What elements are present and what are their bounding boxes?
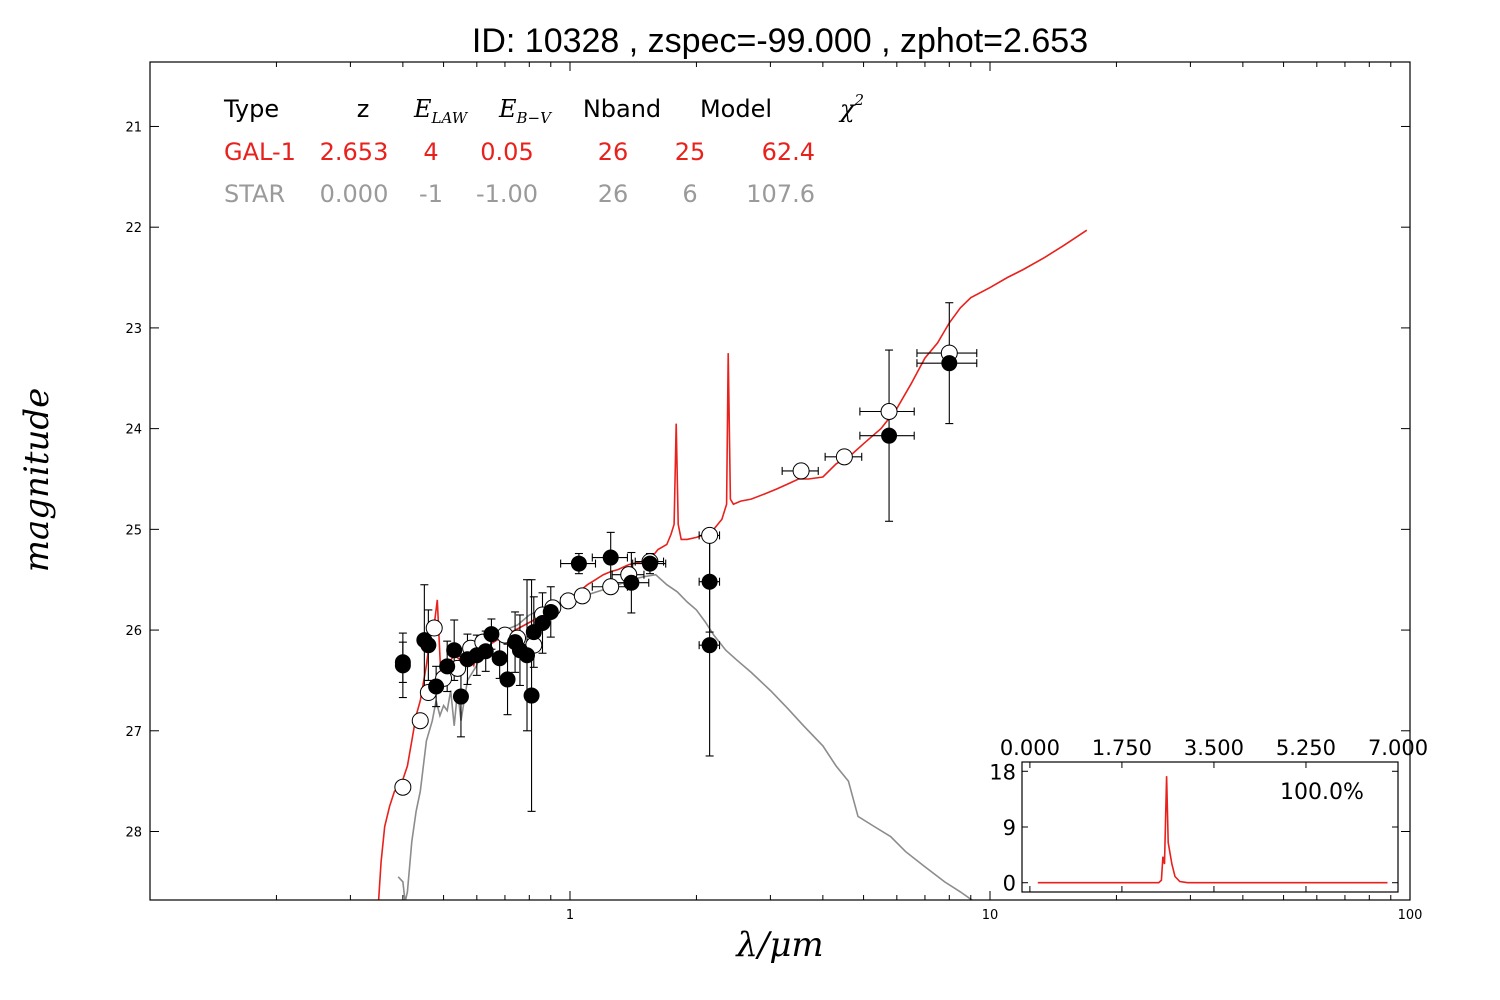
model-point (701, 526, 719, 544)
observed-point (439, 658, 456, 675)
observed-point (483, 626, 500, 643)
table-cell-ebv: 0.05 (480, 138, 533, 166)
table-header-nband: Nband (583, 95, 661, 123)
model-lines (377, 229, 1088, 900)
observed-point (477, 643, 494, 660)
table-cell-elaw: -1 (419, 180, 443, 208)
y-tick-label: 27 (125, 725, 142, 740)
model-point (602, 578, 620, 596)
table-rows: GAL-1 2.653 4 0.05 26 25 62.4 STAR 0.000 -1 -1.00 2… (224, 138, 815, 208)
table-cell-nband: 26 (598, 180, 629, 208)
observed-point (420, 637, 437, 654)
model-point (411, 712, 429, 730)
y-tick-label: 26 (125, 624, 142, 639)
observed-point (881, 427, 898, 444)
observed-point (491, 650, 508, 667)
y-tick-label: 24 (125, 423, 142, 438)
inset-top-tick-label: 5.250 (1276, 736, 1336, 760)
inset-top-tick-label: 0.000 (1000, 736, 1060, 760)
table-cell-model: 25 (675, 138, 706, 166)
observed-point (542, 603, 559, 620)
observed-point (428, 678, 445, 695)
y-tick-label: 28 (125, 826, 142, 841)
table-header-model: Model (700, 95, 772, 123)
error-bars (398, 302, 978, 812)
inset-pdf-path (1037, 776, 1388, 884)
table-cell-z: 2.653 (320, 138, 389, 166)
y-tick-label: 23 (125, 322, 142, 337)
observed-point (519, 647, 536, 664)
inset-ticks: 0.000 1.750 3.500 5.250 7.000 0 9 18 (989, 736, 1428, 896)
model-point (394, 778, 412, 796)
x-axis-label: λ/μm (734, 925, 823, 965)
observed-point (570, 555, 587, 572)
model-point (573, 587, 591, 605)
data-markers (394, 344, 958, 796)
y-axis-label: magnitude (17, 388, 57, 573)
table-cell-z: 0.000 (320, 180, 389, 208)
model-point (792, 462, 810, 480)
y-tick-label: 21 (125, 120, 142, 135)
y-tick-label: 22 (125, 221, 142, 236)
table-header-z: z (357, 95, 370, 123)
inset-top-tick-label: 7.000 (1368, 736, 1428, 760)
observed-point (446, 642, 463, 659)
observed-point (701, 637, 718, 654)
inset-pdf-line (1037, 776, 1388, 884)
table-cell-chi2: 107.6 (746, 180, 815, 208)
observed-point (534, 615, 551, 632)
table-header-type: Type (223, 95, 279, 123)
redshift-pdf-inset: 0.000 1.750 3.500 5.250 7.000 0 9 18 100.0% (989, 736, 1428, 896)
inset-left-tick-label: 18 (989, 760, 1016, 784)
x-tick-label: 10 (982, 908, 999, 923)
model-point (425, 619, 443, 637)
plot-frame (149, 61, 1411, 901)
observed-point (523, 687, 540, 704)
table-cell-type: GAL-1 (224, 138, 296, 166)
observed-point (623, 574, 640, 591)
inset-percent-label: 100.0% (1280, 780, 1364, 805)
series-line-star (397, 573, 974, 900)
observed-point (394, 654, 411, 671)
table-cell-chi2: 62.4 (762, 138, 815, 166)
axis-ticks: 1 10 100 21 22 23 24 25 26 27 28 (125, 62, 1422, 923)
inset-left-tick-label: 9 (1003, 816, 1016, 840)
x-tick-label: 1 (566, 908, 574, 923)
observed-point (941, 355, 958, 372)
model-point (835, 448, 853, 466)
inset-top-tick-label: 3.500 (1184, 736, 1244, 760)
table-header-elaw: ELAW (413, 95, 469, 127)
model-point (559, 592, 577, 610)
y-tick-label: 25 (125, 523, 142, 538)
observed-point (452, 688, 469, 705)
observed-point (499, 671, 516, 688)
table-header-ebv: EB−V (498, 95, 553, 127)
table-cell-ebv: -1.00 (476, 180, 538, 208)
chart-title: ID: 10328 , zspec=-99.000 , zphot=2.653 (472, 22, 1088, 60)
table-cell-nband: 26 (598, 138, 629, 166)
inset-top-tick-label: 1.750 (1092, 736, 1152, 760)
table-cell-type: STAR (224, 180, 285, 208)
inset-left-tick-label: 0 (1003, 872, 1016, 896)
model-point (880, 403, 898, 421)
observed-point (641, 555, 658, 572)
table-header-chi2: χ2 (838, 91, 864, 123)
table-cell-elaw: 4 (423, 138, 438, 166)
series-line-gal-1 (377, 229, 1088, 900)
table-cell-model: 6 (682, 180, 697, 208)
observed-point (701, 573, 718, 590)
fit-table: Type z ELAW EB−V Nband Model χ2 GAL-1 2.6… (223, 91, 864, 208)
x-tick-label: 100 (1398, 908, 1423, 923)
observed-point (602, 549, 619, 566)
inset-frame (1021, 761, 1399, 893)
